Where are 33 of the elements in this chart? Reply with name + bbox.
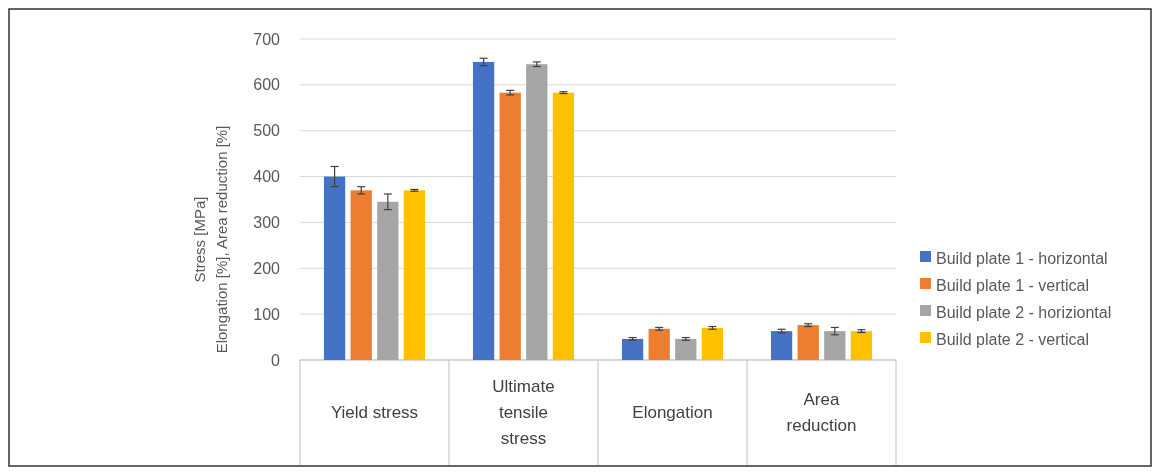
x-tick-label: Elongation <box>632 403 713 422</box>
bar <box>797 325 819 360</box>
bar <box>499 92 521 360</box>
bar <box>403 190 426 360</box>
y-tick-label: 500 <box>253 122 281 140</box>
bar <box>323 176 346 360</box>
bar <box>621 338 644 360</box>
legend-label: Build plate 2 - horiziontal <box>936 303 1112 321</box>
y-tick-label: 200 <box>253 259 281 277</box>
bar <box>350 190 372 360</box>
bar <box>850 331 873 360</box>
y-tick-label: 700 <box>253 30 281 48</box>
bar <box>770 331 793 360</box>
y-tick-label: 600 <box>253 76 281 94</box>
legend-label: Build plate 1 - vertical <box>936 276 1089 294</box>
bar <box>675 338 697 360</box>
bar <box>648 328 670 360</box>
y-tick-label: 400 <box>253 168 281 186</box>
bar <box>824 331 846 360</box>
bar <box>526 64 548 360</box>
legend-label: Build plate 2 - vertical <box>936 330 1089 348</box>
x-tick-label: Ultimate tensile stress <box>492 377 555 448</box>
bar <box>472 61 495 360</box>
x-tick-label: Area reduction <box>786 390 857 435</box>
y-tick-label: 0 <box>271 351 281 369</box>
x-tick-label: Yield stress <box>330 403 419 422</box>
y-tick-label: 300 <box>253 214 281 232</box>
y-axis-title: Stress [MPa] Elongation [%], Area reduction [%] <box>191 125 230 354</box>
bar <box>701 327 724 360</box>
bar <box>377 201 399 360</box>
bar <box>552 92 575 360</box>
y-tick-label: 100 <box>253 305 281 323</box>
legend-label: Build plate 1 - horizontal <box>936 249 1108 267</box>
